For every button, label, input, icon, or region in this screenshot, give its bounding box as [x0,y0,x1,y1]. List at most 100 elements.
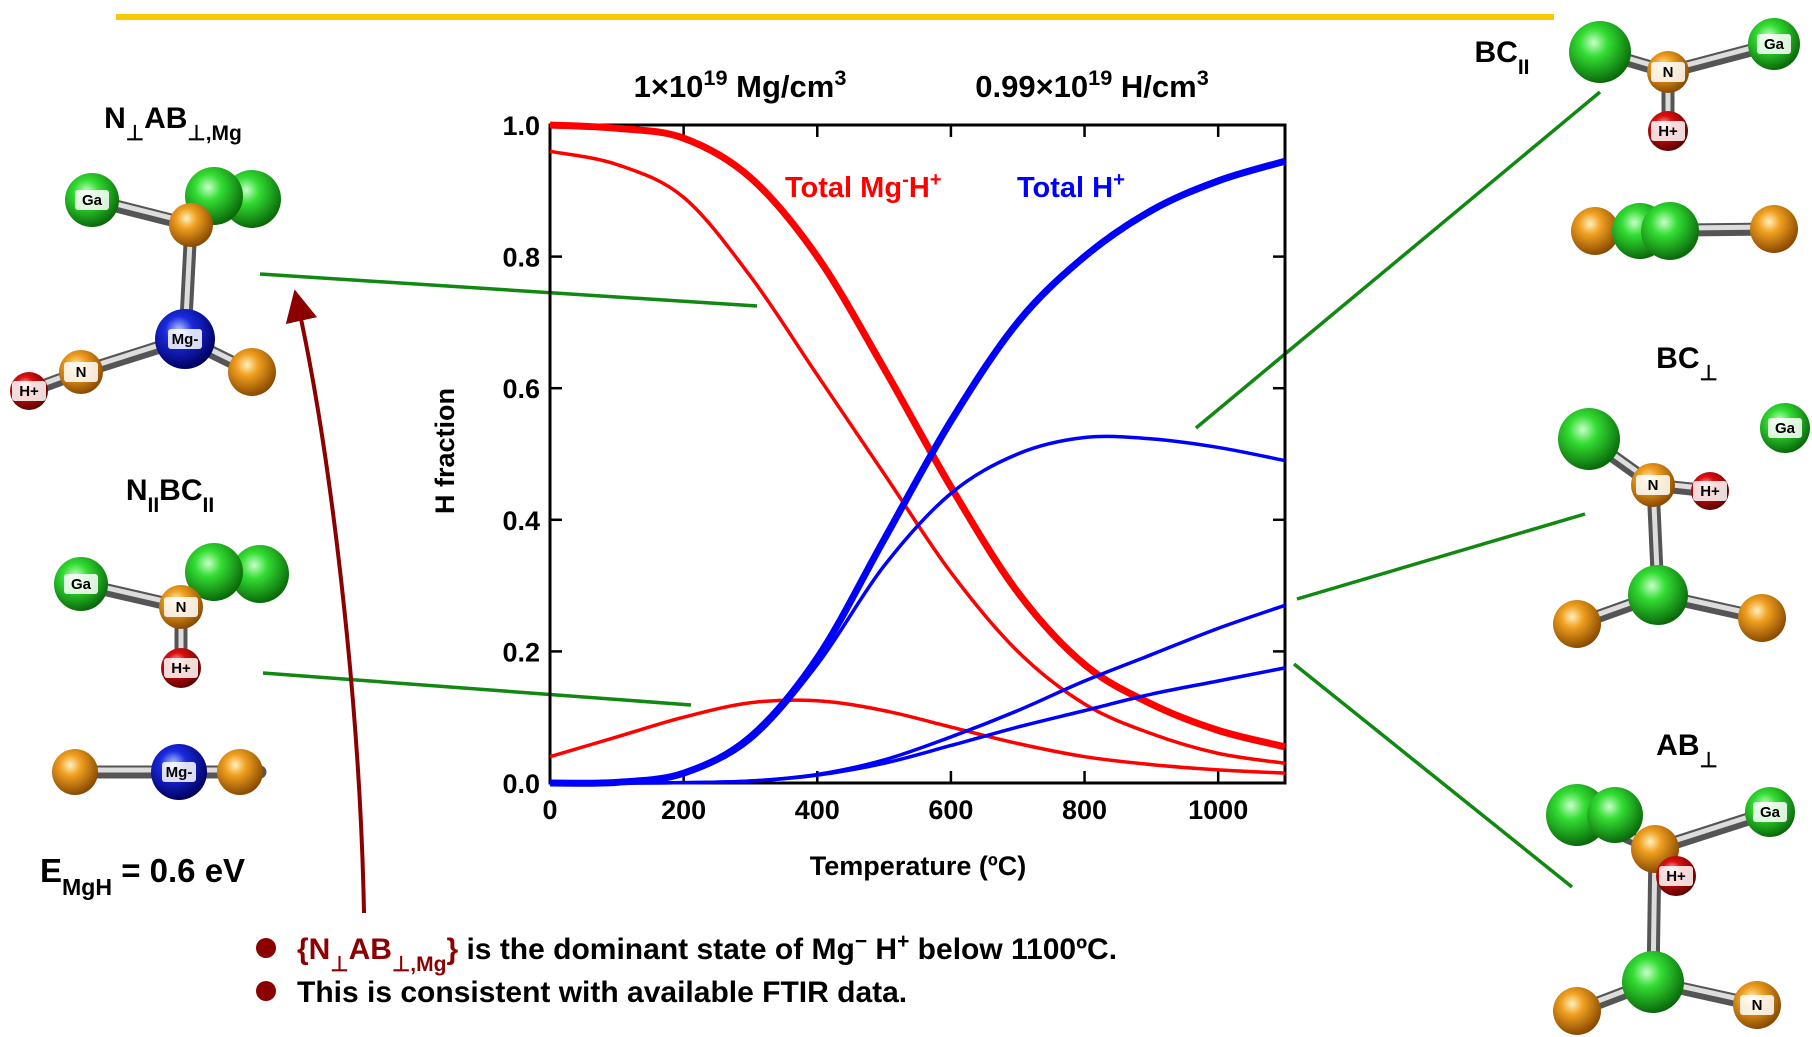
connector [263,673,691,705]
label-part: BC [1656,342,1699,375]
label-part: ⊥ [126,122,144,145]
connectors [260,92,1600,887]
atom [52,749,98,795]
bullet-part: is the dominant state of Mg [458,933,855,966]
bullet-part: AB [349,933,392,966]
series-line [550,151,1285,763]
annotation-part: Total Mg [785,172,902,204]
bullet-part: } [446,933,458,966]
label-part: AB [144,102,187,135]
structure-label: BCII [1474,36,1529,79]
label-part: II [147,494,159,517]
atom-label: H+ [1658,123,1678,140]
y-tick-label: 0.6 [502,374,540,404]
atom-label: Ga [1764,36,1785,53]
atom-label: H+ [171,660,191,677]
annotation-part: + [1113,169,1125,191]
title-span: 19 [1088,65,1112,90]
label-part: BC [1474,36,1517,69]
energy-label: EMgH = 0.6 eV [40,852,245,900]
bullet-dot [256,981,276,1001]
x-tick-label: 800 [1062,795,1107,825]
bullet-part: ⊥ [330,953,348,976]
label-part: N [126,474,148,507]
y-tick-label: 0.0 [502,769,540,799]
atom [217,749,263,795]
atom-label: H+ [1666,868,1686,885]
atom [1558,408,1620,470]
atom [1738,594,1786,642]
atom [1571,207,1619,255]
structure-label: AB⊥ [1656,729,1718,772]
title-span: Mg/cm [728,69,835,104]
atom-label: N [1663,64,1674,81]
atom-label: H+ [1700,483,1720,500]
connector [1297,514,1585,599]
title-part: 1×1019 Mg/cm3 [634,65,847,105]
bullet-part: This is consistent with available FTIR d… [297,976,907,1009]
bullet-part: H [867,933,897,966]
atom [1628,565,1688,625]
y-tick-label: 1.0 [502,111,540,141]
bullet-dot [256,938,276,958]
label-part: = 0.6 eV [112,852,245,889]
bullets: {N⊥AB⊥,Mg} is the dominant state of Mg− … [256,930,1117,1010]
atom [1553,600,1601,648]
bullet-part: {N [297,933,330,966]
title-span: 19 [703,65,727,90]
atom [1553,987,1601,1035]
label-part: MgH [62,874,112,900]
title-span: 1×10 [634,69,704,104]
label-part: E [40,852,62,889]
structure-label: NIIBCII [126,474,214,517]
atom [228,348,276,396]
annotation-part: + [930,169,942,191]
annotation: Total Mg-H+ [785,169,942,204]
label-part: ⊥ [1700,362,1718,385]
y-tick-label: 0.4 [502,506,540,536]
label-part: II [203,494,215,517]
chart-title: 1×1019 Mg/cm3 0.99×1019 H/cm3 [634,65,1209,105]
x-tick-label: 200 [661,795,706,825]
annotation-part: H [909,172,930,204]
title-part: 0.99×1019 H/cm3 [975,65,1209,105]
atom-label: Ga [1760,804,1781,821]
x-tick-label: 400 [795,795,840,825]
atom-label: H+ [19,383,39,400]
x-tick-label: 0 [542,795,557,825]
atom [1569,21,1631,83]
label-part: N [104,102,126,135]
title-span: 3 [834,65,846,90]
label-part: BC [159,474,202,507]
annotation-part: Total H [1017,172,1113,204]
atom-label: Mg- [166,764,193,781]
slide: GaMg-NH+GaNH+Mg-NGaH+NH+GaH+GaN N⊥AB⊥,Mg… [0,0,1812,1037]
atom-label: Ga [1775,420,1796,437]
x-tick-label: 1000 [1188,795,1248,825]
bullet-part: + [897,930,909,953]
atom-label: N [1752,997,1763,1014]
arrow [298,305,364,913]
title-span: 3 [1197,65,1209,90]
atom-label: N [176,599,187,616]
structure-label: BC⊥ [1656,342,1718,385]
bullet-part: ⊥,Mg [392,953,446,976]
series-line [550,125,1285,747]
atom [1587,787,1643,843]
bullet-part: − [855,930,867,953]
plot-frame [550,125,1285,783]
y-tick-label: 0.2 [502,637,540,667]
atom-label: Ga [82,192,103,209]
atom [169,203,213,247]
connector [1196,92,1600,428]
atom-label: Mg- [172,331,199,348]
structure-label: N⊥AB⊥,Mg [104,102,242,145]
annotation: Total H+ [1017,169,1125,204]
connector [260,274,757,306]
label-part: ⊥ [1700,749,1718,772]
x-axis-label: Temperature (ºC) [810,851,1026,881]
label-part: II [1518,56,1530,79]
x-tick-label: 600 [928,795,973,825]
title-span: H/cm [1112,69,1196,104]
